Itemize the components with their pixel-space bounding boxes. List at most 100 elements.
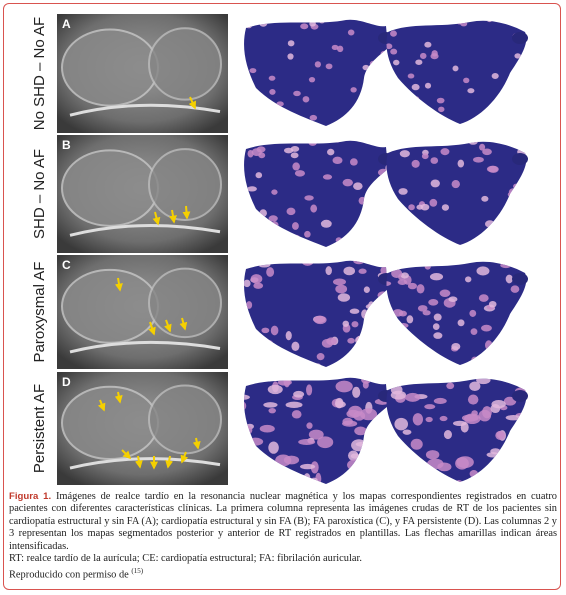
enhancement-spot xyxy=(394,141,405,144)
enhancement-spot xyxy=(301,120,309,126)
enhancement-spot xyxy=(499,92,506,99)
enhancement-spot xyxy=(427,356,436,366)
enhancement-spot xyxy=(446,363,454,366)
map-surface xyxy=(244,377,388,484)
enhancement-spot xyxy=(369,60,377,67)
enhancement-spot xyxy=(407,282,417,290)
enhancement-spot xyxy=(244,279,251,288)
enhancement-spot xyxy=(522,25,527,31)
enhancement-spot xyxy=(268,106,275,112)
enhancement-spot xyxy=(527,337,540,345)
enhancement-spot xyxy=(415,59,423,65)
enhancement-spot xyxy=(268,215,278,222)
enhancement-spot xyxy=(412,413,423,426)
enhancement-spot xyxy=(353,182,363,190)
atrial-map xyxy=(386,141,528,246)
enhancement-spot xyxy=(269,89,276,95)
enhancement-spot xyxy=(445,261,452,265)
enhancement-spot xyxy=(232,170,240,178)
enhancement-spot xyxy=(451,342,461,351)
enhancement-spot xyxy=(290,152,299,159)
enhancement-spot xyxy=(387,140,388,144)
enhancement-spot xyxy=(262,339,274,348)
enhancement-spot xyxy=(440,148,450,156)
enhancement-spot xyxy=(359,408,378,421)
panel-letter: D xyxy=(62,375,71,389)
enhancement-spot xyxy=(486,452,500,458)
mri-wall xyxy=(69,223,221,237)
enhancement-spot xyxy=(234,150,242,157)
enhancement-spot xyxy=(354,244,362,247)
enhancement-spot xyxy=(346,478,359,484)
enhancement-spot xyxy=(287,40,295,47)
arrow xyxy=(114,391,123,404)
enhancement-spot xyxy=(481,195,489,202)
enhancement-spot xyxy=(376,339,386,347)
panel-label: No SHD – No AF xyxy=(31,17,48,130)
map-appendage xyxy=(512,390,528,402)
panel-letter: B xyxy=(62,138,71,152)
enhancement-spot xyxy=(391,268,403,278)
enhancement-spot xyxy=(251,102,260,108)
enhancement-spot xyxy=(298,438,316,445)
panel-letter: A xyxy=(62,17,71,31)
enhancement-spot xyxy=(500,262,512,269)
enhancement-spot xyxy=(307,260,315,265)
enhancement-spot xyxy=(516,333,527,341)
enhancement-spot xyxy=(525,141,527,144)
enhancement-spot xyxy=(386,261,400,271)
enhancement-spot xyxy=(496,476,513,483)
enhancement-spot xyxy=(256,92,264,99)
enhancement-spot xyxy=(271,221,279,229)
enhancement-spot xyxy=(387,481,394,483)
enhancement-spot xyxy=(335,284,348,294)
enhancement-spot xyxy=(386,457,392,463)
enhancement-spot xyxy=(488,300,497,308)
enhancement-spot xyxy=(484,220,495,228)
enhancement-spot xyxy=(325,266,332,276)
enhancement-spot xyxy=(377,291,388,300)
enhancement-spot xyxy=(524,378,527,386)
enhancement-spot xyxy=(408,204,415,211)
map-surface xyxy=(232,140,388,247)
enhancement-spot xyxy=(397,279,408,286)
enhancement-spot xyxy=(437,462,452,472)
enhancement-spot xyxy=(281,356,290,363)
caption-text: Imágenes de realce tardío en la resonanc… xyxy=(9,491,557,552)
enhancement-spot xyxy=(399,351,407,360)
enhancement-spot xyxy=(514,53,521,59)
enhancement-spot xyxy=(499,473,509,483)
enhancement-spot xyxy=(347,337,355,344)
enhancement-spot xyxy=(361,309,369,319)
enhancement-spot xyxy=(275,140,285,143)
mri-structure xyxy=(148,148,222,221)
enhancement-spot xyxy=(505,414,522,421)
enhancement-spot xyxy=(341,358,351,364)
enhancement-spot xyxy=(433,313,442,321)
enhancement-spot xyxy=(506,232,517,241)
enhancement-spot xyxy=(426,478,443,483)
panel-label: Persistent AF xyxy=(31,384,48,473)
enhancement-spot xyxy=(476,238,483,246)
enhancement-spot xyxy=(386,261,393,267)
enhancement-spot xyxy=(416,204,424,210)
enhancement-spot xyxy=(519,310,527,320)
enhancement-spot xyxy=(446,382,455,390)
enhancement-spot xyxy=(400,272,409,279)
enhancement-spot xyxy=(300,377,313,381)
enhancement-spot xyxy=(433,397,447,405)
enhancement-spot xyxy=(386,43,393,50)
enhancement-spot xyxy=(476,378,491,385)
enhancement-spot xyxy=(294,170,306,177)
enhancement-spot xyxy=(354,426,367,436)
enhancement-spot xyxy=(384,140,388,144)
enhancement-spot xyxy=(439,480,457,483)
enhancement-spot xyxy=(246,20,254,27)
atrial-map xyxy=(244,260,394,367)
enhancement-spot xyxy=(347,29,355,36)
enhancement-spot xyxy=(358,268,367,274)
caption-label: Figura 1. xyxy=(9,491,52,502)
enhancement-spot xyxy=(360,217,371,225)
enhancement-spot xyxy=(486,20,493,23)
